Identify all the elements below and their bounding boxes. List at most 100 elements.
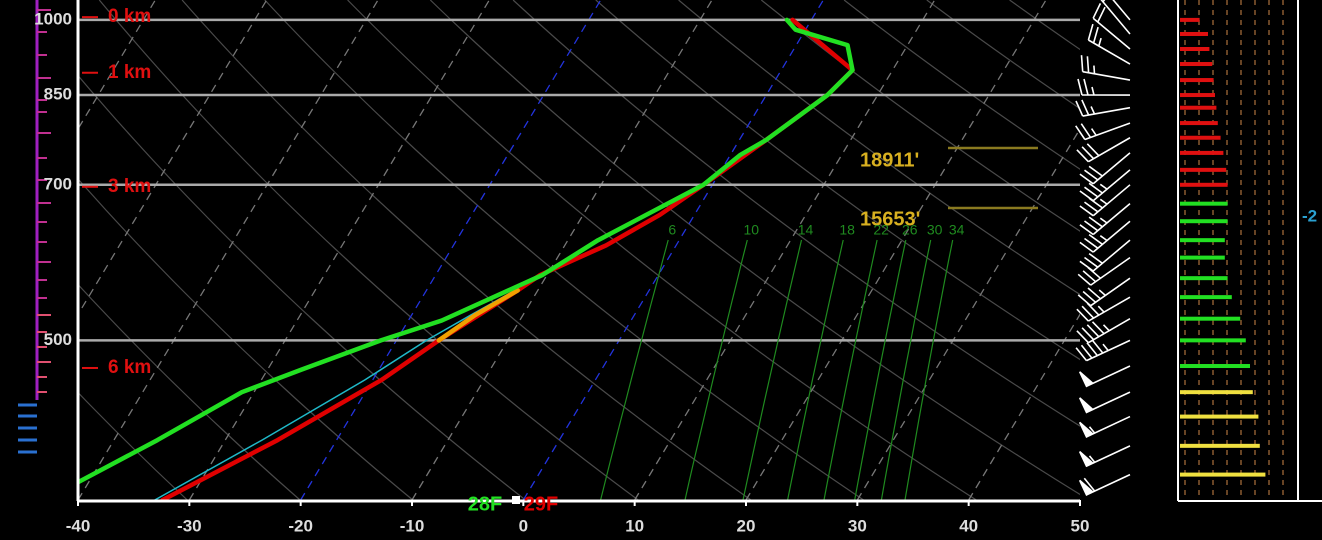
wind-speed-bar xyxy=(1180,17,1200,22)
dry-adiabat xyxy=(264,0,864,500)
dry-adiabat xyxy=(1175,0,1322,500)
wind-barb xyxy=(1079,184,1131,217)
wind-barb xyxy=(1092,3,1131,50)
decoration xyxy=(18,0,1322,504)
dry-adiabat xyxy=(1009,0,1080,51)
wind-speed-bar xyxy=(1180,238,1225,243)
surface-box xyxy=(512,496,520,504)
wind-barb xyxy=(1075,122,1131,141)
wind-speed-bar xyxy=(1180,472,1266,477)
wind-speed-bar xyxy=(1180,443,1260,448)
mixing-ratio-label: 30 xyxy=(927,222,943,238)
profile-line xyxy=(436,288,520,343)
wind-speed-bar xyxy=(1180,150,1224,155)
dry-adiabat xyxy=(512,0,1080,427)
dry-adiabat xyxy=(843,0,1080,170)
x-tick-label: 50 xyxy=(1071,516,1090,535)
wind-barb xyxy=(1087,23,1131,65)
x-tick-label: -20 xyxy=(288,516,313,535)
wind-barb xyxy=(1076,296,1131,322)
isotherm xyxy=(1079,498,1080,500)
mixing-ratio-line xyxy=(742,239,803,500)
wind-speed-bar xyxy=(1180,182,1228,187)
mixing-ratio-label: 10 xyxy=(743,222,759,238)
isotherm xyxy=(745,0,1047,500)
surface-label: 28F xyxy=(468,493,502,515)
wind-speed-bar xyxy=(1180,255,1225,260)
wind-speed-bar xyxy=(1180,201,1228,206)
x-tick-label: 30 xyxy=(848,516,867,535)
wind-speed-bar xyxy=(1180,135,1221,140)
wind-barb xyxy=(1079,152,1131,185)
wind-speed-bar xyxy=(1180,338,1246,343)
mixing-ratio-label: 14 xyxy=(798,222,814,238)
mixing-ratio-line xyxy=(880,239,932,500)
mixing-ratio-line xyxy=(904,239,954,500)
x-tick-label: 40 xyxy=(959,516,978,535)
mixing-ratio-line xyxy=(684,239,748,500)
wind-barb xyxy=(1077,256,1131,286)
wind-speed-bar xyxy=(1180,105,1217,110)
mixing-ratio-line xyxy=(600,239,669,500)
wind-barb xyxy=(1079,220,1131,253)
wind-barb xyxy=(1077,78,1131,96)
wind-speed-bar xyxy=(1180,62,1213,67)
profile-line xyxy=(154,244,604,500)
dry-adiabat xyxy=(760,0,1080,232)
dry-adiabat xyxy=(98,0,639,500)
wind-barb xyxy=(1075,339,1131,362)
dry-adiabat xyxy=(78,178,414,500)
wind-speed-bar xyxy=(1180,47,1210,52)
height-label: 3 km xyxy=(108,176,151,197)
x-tick-label: 10 xyxy=(625,516,644,535)
wind-barb xyxy=(1079,239,1131,272)
x-tick-label: 0 xyxy=(519,516,528,535)
wind-speed-bar xyxy=(1180,31,1208,36)
annotation: 15653' xyxy=(860,208,920,230)
dry-adiabat xyxy=(595,0,1080,361)
wind-speed-bar xyxy=(1180,414,1259,419)
mixing-ratio-label: 26 xyxy=(902,222,918,238)
wind-speed-bar xyxy=(1180,167,1227,172)
wind-barb xyxy=(1078,473,1131,496)
wind-barb xyxy=(1100,0,1131,35)
wind-speed-bar xyxy=(1180,390,1253,395)
x-tick-label: -30 xyxy=(177,516,202,535)
wind-barb xyxy=(1079,169,1131,202)
isotherm xyxy=(300,0,602,500)
wind-speed-bar xyxy=(1180,295,1232,300)
dry-adiabat xyxy=(78,283,301,500)
isotherm xyxy=(411,0,713,500)
isotherm xyxy=(634,0,936,500)
profile-line xyxy=(78,17,855,485)
height-label: 6 km xyxy=(108,357,151,378)
wind-barb xyxy=(1077,277,1131,307)
height-label: 1 km xyxy=(108,62,151,83)
x-tick-label: -40 xyxy=(66,516,91,535)
wind-barb xyxy=(1112,0,1131,21)
wind-barb xyxy=(1080,55,1131,81)
mixing-ratio-label: 6 xyxy=(668,222,676,238)
wind-barb xyxy=(1078,365,1131,388)
annotation: -2 xyxy=(1302,206,1317,225)
wind-speed-bar xyxy=(1180,219,1228,224)
mixing-ratio-line xyxy=(854,239,907,500)
x-tick-label: 20 xyxy=(737,516,756,535)
wind-barb xyxy=(1078,415,1131,438)
mixing-ratio-label: 22 xyxy=(873,222,889,238)
dry-adiabat xyxy=(347,0,977,500)
mixing-ratio-label: 18 xyxy=(839,222,855,238)
y-tick-label: 700 xyxy=(44,174,72,193)
profile-line xyxy=(160,17,855,500)
wind-barb xyxy=(1078,445,1131,468)
wind-barb xyxy=(1076,317,1131,344)
dry-adiabat xyxy=(1092,0,1322,500)
wind-barb xyxy=(1076,137,1131,163)
annotation: 18911' xyxy=(860,149,919,171)
x-tick-label: -10 xyxy=(400,516,425,535)
wind-barb xyxy=(1078,391,1131,414)
isotherm xyxy=(522,0,824,500)
dry-adiabat xyxy=(429,0,1080,496)
mixing-ratio-label: 34 xyxy=(949,222,965,238)
